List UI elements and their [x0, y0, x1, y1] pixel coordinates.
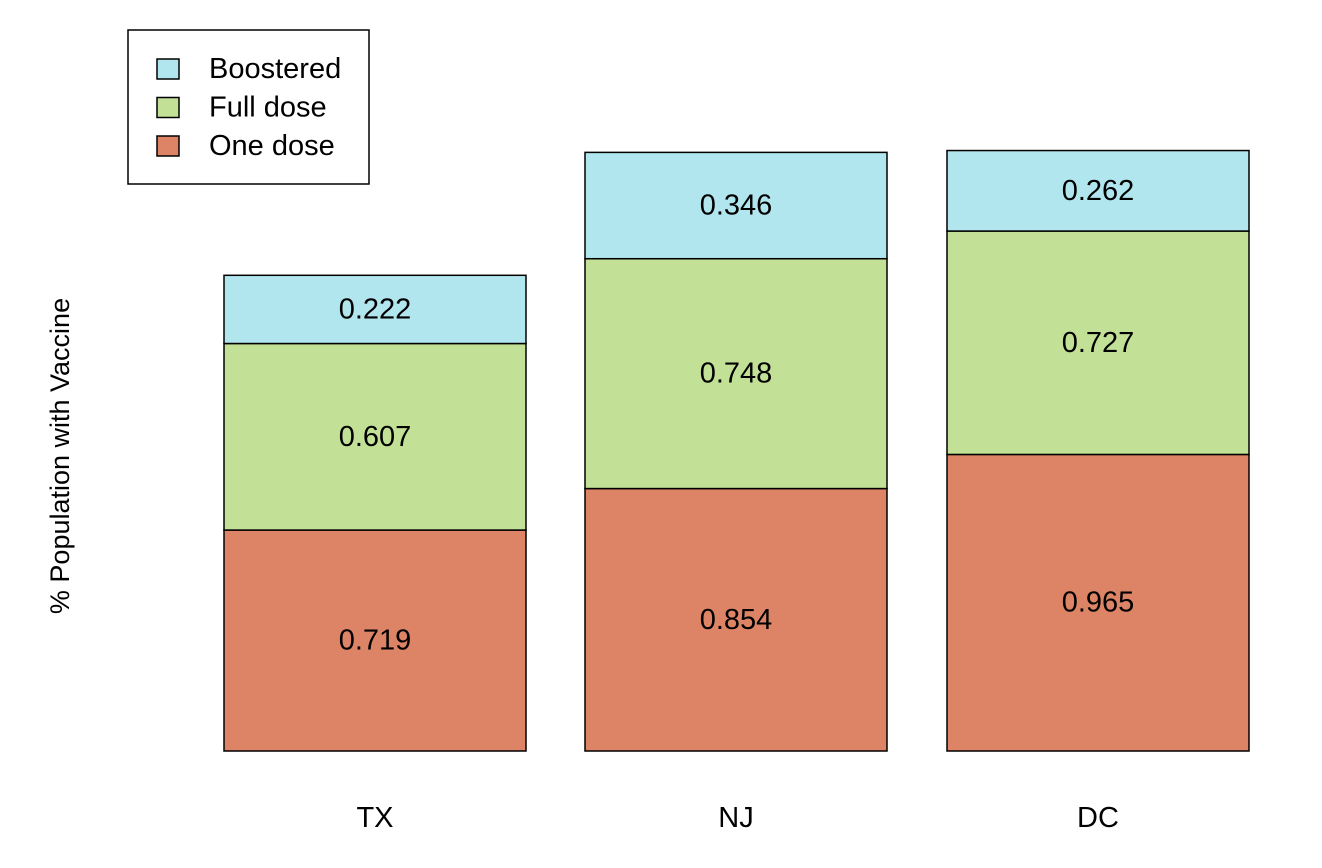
- bar-segment-tx-boostered: [223, 274, 527, 345]
- category-label-tx: TX: [356, 802, 393, 834]
- data-label-tx-one-dose: 0.719: [339, 625, 412, 657]
- bar-segment-tx-full-dose: [223, 342, 527, 531]
- legend-swatch-full-dose: [156, 96, 180, 119]
- category-label-dc: DC: [1077, 802, 1119, 834]
- data-label-dc-one-dose: 0.965: [1062, 587, 1135, 619]
- bar-segment-nj-one-dose: [584, 487, 888, 752]
- legend-label-one-dose: One dose: [209, 130, 335, 162]
- data-label-nj-one-dose: 0.854: [700, 604, 773, 636]
- data-label-dc-full-dose: 0.727: [1062, 327, 1135, 359]
- legend-label-boostered: Boostered: [209, 53, 341, 85]
- legend-label-full-dose: Full dose: [209, 92, 327, 124]
- y-axis-label: % Population with Vaccine: [45, 298, 75, 614]
- bar-segment-dc-boostered: [946, 149, 1250, 232]
- legend-swatch-boostered: [156, 58, 180, 80]
- category-labels: TX NJ DC: [356, 802, 1118, 834]
- data-label-nj-boostered: 0.346: [700, 190, 773, 222]
- bar-segment-nj-boostered: [584, 151, 888, 260]
- bar-segment-tx-one-dose: [223, 529, 527, 752]
- legend-swatch-one-dose: [156, 135, 180, 157]
- bars-group: 0.719 0.607 0.222 0.854 0.748 0.346 0.965 0.727…: [223, 149, 1250, 752]
- data-label-tx-full-dose: 0.607: [339, 421, 412, 453]
- bar-segment-dc-full-dose: [946, 230, 1250, 456]
- data-label-tx-boostered: 0.222: [339, 293, 412, 325]
- data-label-nj-full-dose: 0.748: [700, 358, 773, 390]
- legend: Boostered Full dose One dose: [127, 29, 370, 185]
- bar-segment-nj-full-dose: [584, 257, 888, 490]
- category-label-nj: NJ: [718, 802, 753, 834]
- data-label-dc-boostered: 0.262: [1062, 175, 1135, 207]
- bar-segment-dc-one-dose: [946, 453, 1250, 752]
